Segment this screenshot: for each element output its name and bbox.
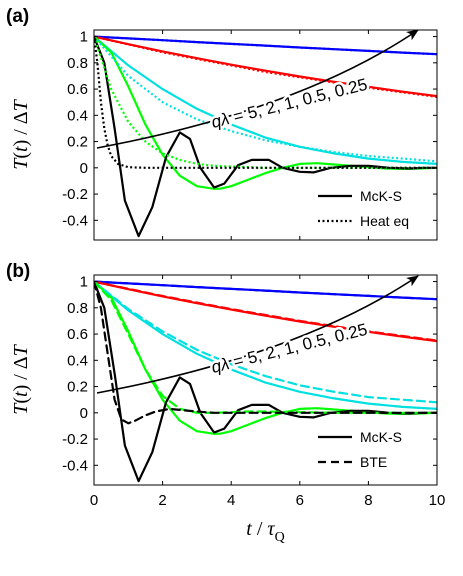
legend: McK-S BTE bbox=[318, 429, 402, 470]
x-axis-label-part: / bbox=[257, 518, 263, 540]
series-line-bte-q0_25 bbox=[94, 280, 437, 301]
y-axis-label-part: T bbox=[10, 343, 32, 356]
legend-label: McK-S bbox=[360, 188, 402, 204]
axes-box bbox=[93, 29, 438, 241]
series-line-mck-s-q2 bbox=[94, 35, 437, 190]
series-line-heat-eq-q0_5 bbox=[94, 35, 437, 98]
trend-arrow bbox=[96, 275, 419, 394]
series-line-heat-eq-q2 bbox=[94, 36, 437, 169]
y-tick-label: -0.4 bbox=[62, 457, 88, 474]
annotation-label: qλ = 5, 2, 1, 0.5, 0.25 bbox=[209, 320, 369, 377]
series-line-heat-eq-q0_25 bbox=[94, 35, 437, 56]
y-tick-label: 1 bbox=[80, 274, 88, 291]
y-axis-label-part: T bbox=[10, 157, 32, 170]
y-axis-label: T(t) / ΔT bbox=[10, 343, 32, 414]
panel-label: (b) bbox=[6, 261, 30, 282]
y-tick-label: 0.4 bbox=[67, 352, 88, 369]
panel-b: 10.80.60.40.20-0.2-0.40 2 4 6 8 10(b)T(t) / Δ… bbox=[6, 261, 445, 545]
y-axis-label-part: t bbox=[10, 391, 32, 397]
series-line-mck-s-q5 bbox=[94, 35, 437, 238]
x-tick-label: 2 bbox=[158, 492, 166, 509]
series-line-mck-s-q5 bbox=[94, 280, 437, 483]
series-line-bte-q0_5 bbox=[94, 280, 437, 342]
y-axis-label: T(t) / ΔT bbox=[10, 98, 32, 169]
series-group bbox=[94, 35, 437, 238]
y-tick-label: 0.6 bbox=[67, 81, 88, 98]
y-tick-label: -0.2 bbox=[62, 431, 88, 448]
series-line-mck-s-q1 bbox=[94, 35, 437, 165]
y-axis-label-part: ( bbox=[10, 397, 32, 404]
legend-label: BTE bbox=[360, 454, 387, 470]
x-axis-label-subscript: Q bbox=[275, 530, 285, 545]
axes-box bbox=[93, 274, 438, 486]
y-axis-label-part: ) / Δ bbox=[10, 356, 32, 391]
legend-label: Heat eq bbox=[360, 213, 409, 229]
annotation-symbol: qλ bbox=[209, 109, 231, 132]
x-axis-label: t / τQ bbox=[246, 518, 284, 545]
annotation-symbol: qλ bbox=[209, 354, 231, 377]
series-line-mck-s-q1 bbox=[94, 280, 437, 410]
x-tick-label: 10 bbox=[429, 492, 446, 509]
y-tick-label: 1 bbox=[80, 29, 88, 46]
x-tick-label: 6 bbox=[296, 492, 304, 509]
y-axis-label-part: ) / Δ bbox=[10, 111, 32, 146]
series-line-heat-eq-q5 bbox=[94, 36, 437, 169]
y-axis-label-part: t bbox=[10, 146, 32, 152]
y-tick-label: 0.6 bbox=[67, 326, 88, 343]
legend: McK-S Heat eq bbox=[318, 188, 409, 229]
y-tick-label: 0.2 bbox=[67, 379, 88, 396]
y-tick-label: -0.2 bbox=[62, 186, 88, 203]
legend-label: McK-S bbox=[360, 429, 402, 445]
x-axis-label-part: τ bbox=[267, 518, 275, 540]
y-tick-label: 0.4 bbox=[67, 107, 88, 124]
y-axis-label-part: T bbox=[10, 402, 32, 415]
x-axis-label-part: t bbox=[246, 518, 252, 540]
x-tick-label: 8 bbox=[364, 492, 372, 509]
y-tick-label: 0.8 bbox=[67, 300, 88, 317]
y-tick-label: 0 bbox=[80, 405, 88, 422]
y-axis-label-part: T bbox=[10, 98, 32, 111]
y-axis-label-part: ( bbox=[10, 152, 32, 159]
x-tick-label: 4 bbox=[227, 492, 235, 509]
y-tick-label: -0.4 bbox=[62, 212, 88, 229]
y-tick-label: 0 bbox=[80, 160, 88, 177]
annotation-label: qλ = 5, 2, 1, 0.5, 0.25 bbox=[209, 75, 369, 132]
x-tick-label: 0 bbox=[90, 492, 98, 509]
series-line-bte-q5 bbox=[94, 280, 437, 425]
trend-arrow bbox=[96, 29, 419, 149]
panel-label: (a) bbox=[6, 6, 29, 27]
series-line-heat-eq-q1 bbox=[94, 35, 437, 163]
series-line-bte-q1 bbox=[94, 280, 437, 404]
y-tick-label: 0.2 bbox=[67, 134, 88, 151]
annotation-values: = 5, 2, 1, 0.5, 0.25 bbox=[227, 320, 370, 373]
series-line-mck-s-q0_5 bbox=[94, 35, 437, 98]
series-group bbox=[94, 280, 437, 483]
annotation-values: = 5, 2, 1, 0.5, 0.25 bbox=[227, 75, 370, 128]
y-tick-label: 0.8 bbox=[67, 55, 88, 72]
